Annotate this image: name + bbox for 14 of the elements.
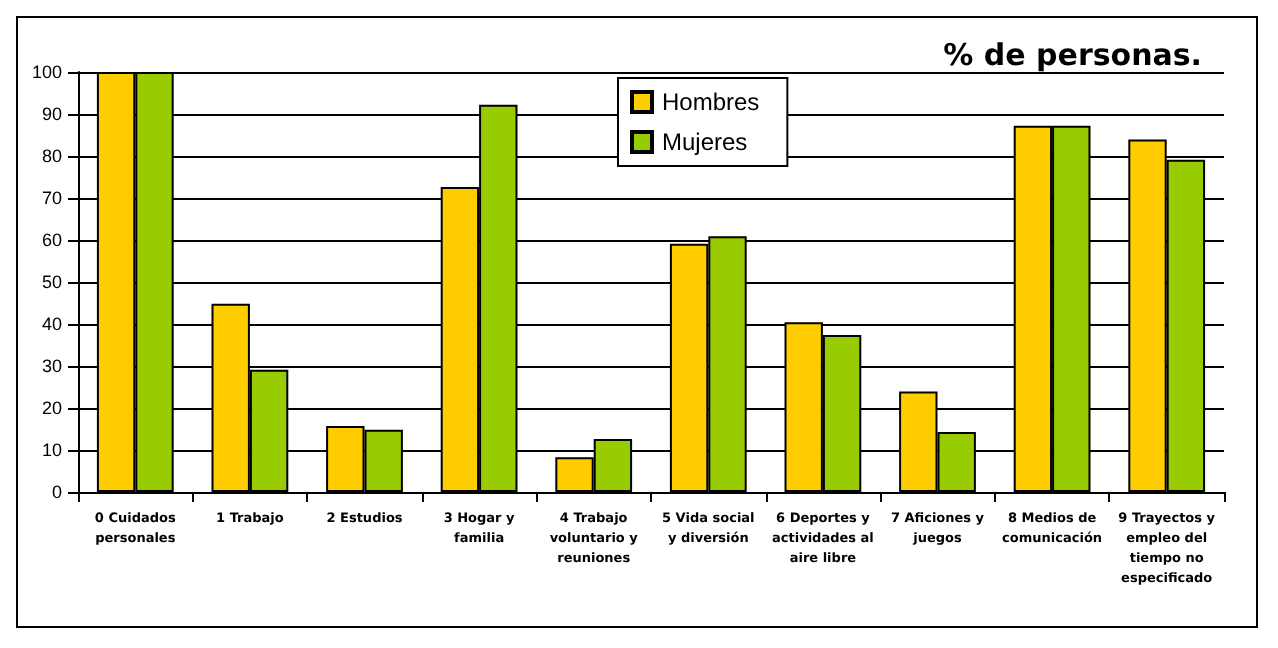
y-tick-label: 0 [51, 482, 62, 502]
y-tick-label: 90 [41, 104, 62, 124]
y-tick-label: 60 [41, 230, 62, 250]
legend-label: Hombres [662, 88, 760, 116]
y-tick-label: 40 [41, 314, 62, 334]
legend-label: Mujeres [662, 128, 748, 156]
y-tick-label: 10 [41, 440, 62, 460]
y-tick-label: 70 [41, 188, 62, 208]
y-tick-label: 20 [41, 398, 62, 418]
y-tick-label: 50 [41, 272, 62, 292]
y-tick-label: 100 [31, 62, 62, 82]
y-tick-label: 30 [41, 356, 62, 376]
chart-title: % de personas. [943, 37, 1203, 73]
y-tick-label: 80 [41, 146, 62, 166]
